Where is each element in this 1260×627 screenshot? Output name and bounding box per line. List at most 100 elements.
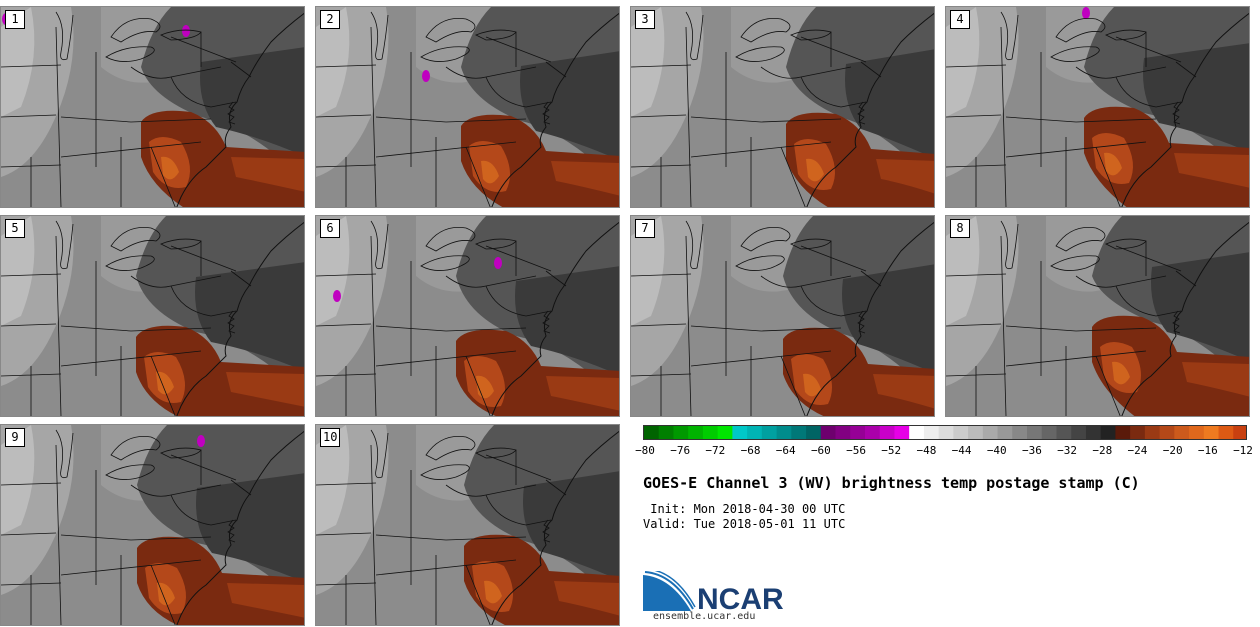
colorbar-swatch xyxy=(894,426,910,439)
chesapeake-bay xyxy=(542,519,551,543)
lake-erie xyxy=(735,46,785,62)
moist-band-core xyxy=(1,7,35,117)
lake-michigan xyxy=(370,220,389,270)
state-lines xyxy=(316,235,567,416)
colorbar-swatch xyxy=(968,426,984,439)
lake-michigan xyxy=(370,11,389,61)
warm-core-inner xyxy=(156,371,174,395)
panel-number: 2 xyxy=(320,10,340,29)
lake-michigan xyxy=(370,429,389,479)
colorbar-swatch xyxy=(761,426,778,439)
lake-michigan xyxy=(55,11,74,61)
moist-band-core xyxy=(1,425,35,535)
lake-michigan xyxy=(685,11,704,61)
member-panel-3: 3 xyxy=(630,6,935,208)
map-boundaries xyxy=(316,220,619,416)
map-boundaries xyxy=(1,429,304,625)
lake-huron xyxy=(425,18,476,43)
lake-huron xyxy=(425,436,476,461)
logo-text: NCAR xyxy=(697,583,784,613)
lake-michigan xyxy=(55,220,74,270)
colorbar xyxy=(643,425,1247,440)
colorbar-tick: −56 xyxy=(846,444,866,457)
wv-imagery xyxy=(631,216,934,416)
colorbar-swatch xyxy=(923,426,940,439)
cold-cloud-top xyxy=(333,290,341,302)
warm-core-inner xyxy=(484,580,502,604)
dry-core xyxy=(196,473,304,583)
warm-core-inner xyxy=(481,160,499,184)
colorbar-swatch xyxy=(997,426,1013,439)
lake-huron xyxy=(425,227,476,252)
warm-core-inner xyxy=(806,158,824,182)
state-lines xyxy=(1,444,252,625)
member-panel-9: 9 xyxy=(0,424,305,626)
panel-number: 9 xyxy=(5,428,25,447)
member-panel-2: 2 xyxy=(315,6,620,208)
lake-michigan xyxy=(55,429,74,479)
lake-huron xyxy=(110,18,161,43)
wv-imagery xyxy=(1,7,304,207)
panel-number: 6 xyxy=(320,219,340,238)
chesapeake-bay xyxy=(857,310,866,334)
colorbar-swatch xyxy=(1012,426,1028,439)
warm-band xyxy=(1182,362,1249,397)
map-boundaries xyxy=(1,11,304,207)
ncar-logo: NCAR xyxy=(643,571,784,613)
colorbar-tick: −44 xyxy=(951,444,972,457)
colorbar-tick: −16 xyxy=(1197,444,1218,457)
wv-imagery xyxy=(316,7,619,207)
moist-band-core xyxy=(946,7,980,117)
colorbar-tick: −36 xyxy=(1022,444,1042,457)
member-panel-8: 8 xyxy=(945,215,1250,417)
member-panel-7: 7 xyxy=(630,215,935,417)
state-lines xyxy=(316,444,567,625)
warm-core-inner xyxy=(803,373,821,397)
colorbar-swatch xyxy=(953,426,969,439)
dry-core xyxy=(523,471,619,581)
warm-band xyxy=(554,581,619,616)
dry-core xyxy=(842,264,934,374)
colorbar-swatch xyxy=(850,426,866,439)
warm-band xyxy=(1174,153,1249,188)
colorbar-swatch xyxy=(879,426,896,439)
colorbar-tick: −72 xyxy=(705,444,726,457)
warm-band xyxy=(876,159,934,194)
wv-imagery xyxy=(946,216,1249,416)
cold-cloud-top xyxy=(182,25,190,37)
panel-number: 7 xyxy=(635,219,655,238)
colorbar-swatch xyxy=(1115,426,1131,439)
dry-core xyxy=(845,49,934,159)
colorbar-swatch xyxy=(732,426,748,439)
warm-band xyxy=(873,374,934,409)
member-panel-5: 5 xyxy=(0,215,305,417)
lake-erie xyxy=(420,46,470,62)
warm-band xyxy=(231,157,304,192)
state-lines xyxy=(946,235,1197,416)
lake-huron xyxy=(110,436,161,461)
colorbar-tick: −76 xyxy=(670,444,691,457)
colorbar-swatch xyxy=(776,426,792,439)
colorbar-swatch xyxy=(1100,426,1117,439)
lake-erie xyxy=(105,464,155,480)
wv-imagery xyxy=(1,425,304,625)
panel-number: 1 xyxy=(5,10,25,29)
valid-time: Valid: Tue 2018-05-01 11 UTC xyxy=(643,517,846,531)
colorbar-tick: −48 xyxy=(916,444,937,457)
colorbar-swatch xyxy=(1144,426,1161,439)
colorbar-swatch xyxy=(717,426,733,439)
colorbar-swatch xyxy=(688,426,704,439)
lake-huron xyxy=(740,18,791,43)
wv-imagery xyxy=(316,425,619,625)
colorbar-tick: −80 xyxy=(635,444,655,457)
colorbar-swatch xyxy=(1041,426,1058,439)
panel-number: 5 xyxy=(5,219,25,238)
wv-imagery xyxy=(631,7,934,207)
lake-michigan xyxy=(1000,11,1019,61)
colorbar-tick: −12 xyxy=(1233,444,1253,457)
moist-band-core xyxy=(316,216,350,326)
colorbar-tick: −32 xyxy=(1057,444,1078,457)
colorbar-swatch xyxy=(1159,426,1175,439)
colorbar-swatch xyxy=(835,426,851,439)
warm-core-inner xyxy=(157,582,175,606)
